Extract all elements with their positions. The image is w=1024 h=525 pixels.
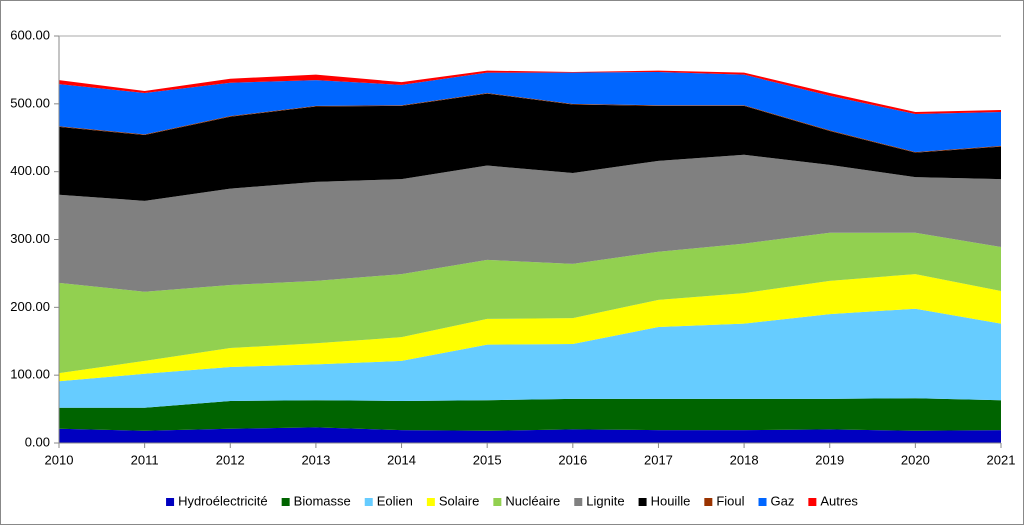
legend-swatch	[704, 498, 713, 506]
legend-label: Lignite	[586, 493, 624, 508]
y-tick-label: 500.00	[10, 95, 50, 110]
legend-label: Autres	[820, 493, 858, 508]
area	[59, 71, 1001, 152]
x-tick-label: 2011	[131, 452, 159, 467]
legend-label: Houille	[651, 493, 691, 508]
legend-swatch	[281, 498, 290, 506]
x-tick-label: 2017	[644, 452, 673, 467]
x-tick-label: 2018	[730, 452, 759, 467]
area	[59, 274, 1001, 382]
legend-swatch	[166, 498, 175, 506]
x-tick-label: 2016	[558, 452, 587, 467]
area	[59, 154, 1001, 292]
y-tick-label: 300.00	[10, 231, 50, 246]
legend-swatch	[574, 498, 583, 506]
legend-swatch	[758, 498, 767, 506]
area	[59, 308, 1001, 408]
legend-label: Hydroélectricité	[178, 493, 268, 508]
legend-label: Fioul	[716, 493, 744, 508]
legend-label: Eolien	[377, 493, 413, 508]
area	[59, 93, 1001, 201]
y-tick-label: 100.00	[10, 367, 50, 382]
x-tick-label: 2012	[216, 452, 245, 467]
legend-label: Biomasse	[294, 493, 351, 508]
y-tick-label: 400.00	[10, 163, 50, 178]
legend-swatch	[638, 498, 647, 506]
area	[59, 232, 1001, 374]
legend-label: Gaz	[771, 493, 795, 508]
legend-label: Solaire	[439, 493, 479, 508]
legend-swatch	[364, 498, 373, 506]
x-tick-label: 2014	[387, 452, 416, 467]
area	[59, 398, 1001, 431]
x-tick-label: 2021	[987, 452, 1016, 467]
x-tick-label: 2015	[473, 452, 502, 467]
x-tick-label: 2020	[901, 452, 930, 467]
x-tick-label: 2019	[815, 452, 844, 467]
legend-swatch	[808, 498, 817, 506]
legend-swatch	[493, 498, 502, 506]
legend-swatch	[426, 498, 435, 506]
x-tick-label: 2013	[301, 452, 330, 467]
x-tick-label: 2010	[45, 452, 74, 467]
y-tick-label: 0.00	[25, 434, 50, 449]
area	[59, 427, 1001, 443]
legend-label: Nucléaire	[505, 493, 560, 508]
y-tick-label: 600.00	[10, 27, 50, 42]
y-tick-label: 200.00	[10, 299, 50, 314]
